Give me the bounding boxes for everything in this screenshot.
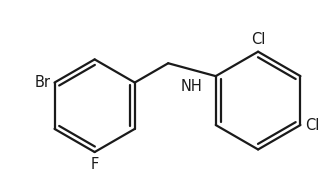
Text: NH: NH xyxy=(181,79,203,94)
Text: Cl: Cl xyxy=(251,32,265,46)
Text: F: F xyxy=(90,157,99,172)
Text: Br: Br xyxy=(35,75,51,90)
Text: Cl: Cl xyxy=(305,118,320,132)
